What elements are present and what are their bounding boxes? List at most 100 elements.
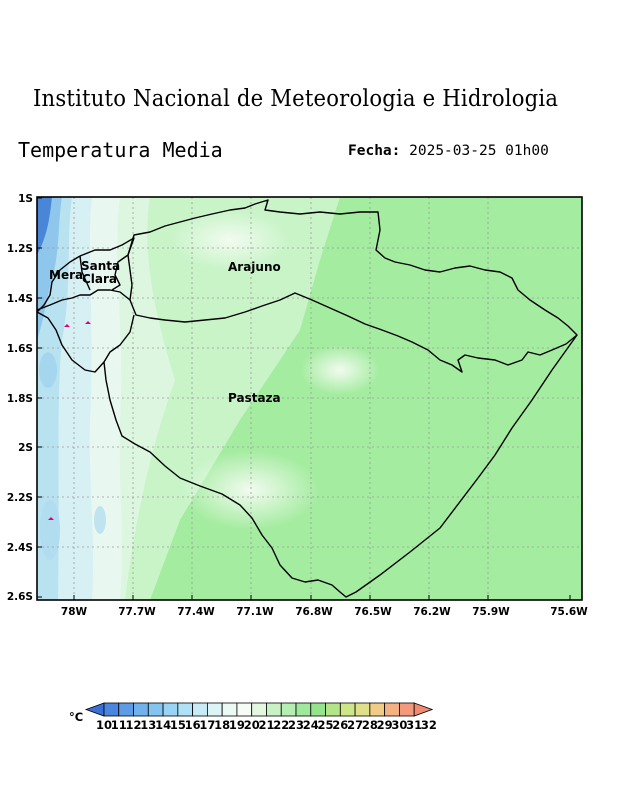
colorbar-cell [103,702,120,717]
temperature-field [37,197,582,600]
lat-labels: 1S 1.2S 1.4S 1.6S 1.8S 2S 2.2S 2.4S 2.6S [7,193,33,603]
colorbar-tick-label: 13 [140,718,156,732]
west-boundary [79,255,91,291]
region-label-pastaza: Pastaza [228,391,281,405]
date-label: Fecha: [348,143,401,159]
station-marker [64,324,70,327]
colorbar-tick-label: 14 [155,718,171,732]
institute-title: Instituto Nacional de Meteorologia e Hid… [33,86,559,112]
santa-clara-outline [79,237,135,291]
colorbar-tick-label: 27 [347,718,363,732]
colorbar-tick-label: 17 [199,718,215,732]
colorbar-cell [162,702,179,717]
colorbar-tick-label: 30 [391,718,407,732]
mera-west-outline [36,255,105,373]
date-value: 2025-03-25 01h00 [409,143,549,159]
colorbar-tick-label: 22 [273,718,289,732]
lon-labels: 78W 77.7W 77.4W 77.1W 76.8W 76.5W 76.2W … [61,606,588,618]
colorbar-cell [147,702,164,717]
colorbar-cell [266,702,282,717]
region-label-arajuno: Arajuno [228,260,281,274]
field-cold-patch [94,506,106,534]
colorbar: °C 1011121314151617181920212223242526272… [69,702,437,732]
colorbar-cell [206,702,223,717]
lat-label: 2.6S [7,591,33,603]
lon-label: 76.8W [295,606,333,618]
lat-label: 2S [18,442,33,454]
lat-label: 2.4S [7,542,33,554]
region-label-mera: Mera [49,268,83,282]
colorbar-tick-label: 26 [332,718,348,732]
colorbar-tick-label: 23 [288,718,304,732]
axis-ticks [37,197,571,600]
colorbar-tick-label: 21 [258,718,274,732]
lon-label: 77.7W [118,606,156,618]
colorbar-tick-label: 28 [362,718,378,732]
lat-label: 2.2S [7,492,33,504]
colorbar-tick-label: 16 [185,718,201,732]
colorbar-tick-label: 31 [406,718,422,732]
colorbar-tick-label: 19 [229,718,245,732]
colorbar-tick-label: 24 [303,718,319,732]
colorbar-tick-label: 32 [421,718,437,732]
lat-label: 1.2S [7,243,33,255]
pastaza-south-outline [103,314,578,598]
province-borders [36,199,578,598]
lon-label: 75.6W [550,606,588,618]
station-marker [48,517,54,520]
colorbar-tick-label: 10 [96,718,112,732]
colorbar-labels: 1011121314151617181920212223242526272829… [96,718,437,732]
colorbar-under-arrow [84,702,105,717]
colorbar-tick-label: 20 [244,718,260,732]
colorbar-cell [118,702,134,717]
colorbar-tick-label: 11 [111,718,127,732]
colorbar-cell [251,702,267,717]
colorbar-tick-label: 12 [126,718,142,732]
colorbar-cell [398,702,415,717]
colorbar-cell [325,702,341,717]
colorbar-tick-label: 29 [377,718,393,732]
station-markers [48,321,91,520]
colorbar-unit: °C [69,710,83,724]
lat-label: 1S [18,193,33,205]
field-blob [180,450,320,530]
lat-label: 1.8S [7,393,33,405]
colorbar-cell [384,702,400,717]
pastaza-outline [127,199,578,373]
colorbar-over-arrow [413,702,434,717]
station-marker [85,321,91,324]
colorbar-cell [133,702,149,717]
lat-label: 1.6S [7,343,33,355]
colorbar-cell [339,702,356,717]
colorbar-cell [192,702,208,717]
colorbar-cell [236,702,253,717]
colorbar-cell [295,702,312,717]
colorbar-cell [221,702,238,717]
lon-label: 76.5W [354,606,392,618]
colorbar-cell [369,702,386,717]
field-blob [170,210,290,270]
region-label-santa: Santa [81,259,120,273]
colorbar-tick-label: 18 [214,718,230,732]
colorbar-cell [177,702,194,717]
mera-outline [36,289,131,311]
lon-label: 77.4W [177,606,215,618]
colorbar-cell [280,702,297,717]
lon-label: 75.9W [472,606,510,618]
date-stamp: Fecha: 2025-03-25 01h00 [348,143,549,159]
colorbar-cell [354,702,371,717]
colorbar-cell [310,702,326,717]
field-blob [300,345,380,395]
lon-label: 76.2W [413,606,451,618]
field-cold-patch [40,500,60,560]
region-label-clara: Clara [82,272,117,286]
lon-label: 78W [61,606,88,618]
lon-label: 77.1W [236,606,274,618]
product-title: Temperatura Media [18,138,223,162]
colorbar-tick-label: 25 [318,718,334,732]
field-cold-patch [39,352,57,388]
colorbar-cells [84,702,434,717]
colorbar-tick-label: 15 [170,718,186,732]
field-cold-deep [37,197,52,255]
